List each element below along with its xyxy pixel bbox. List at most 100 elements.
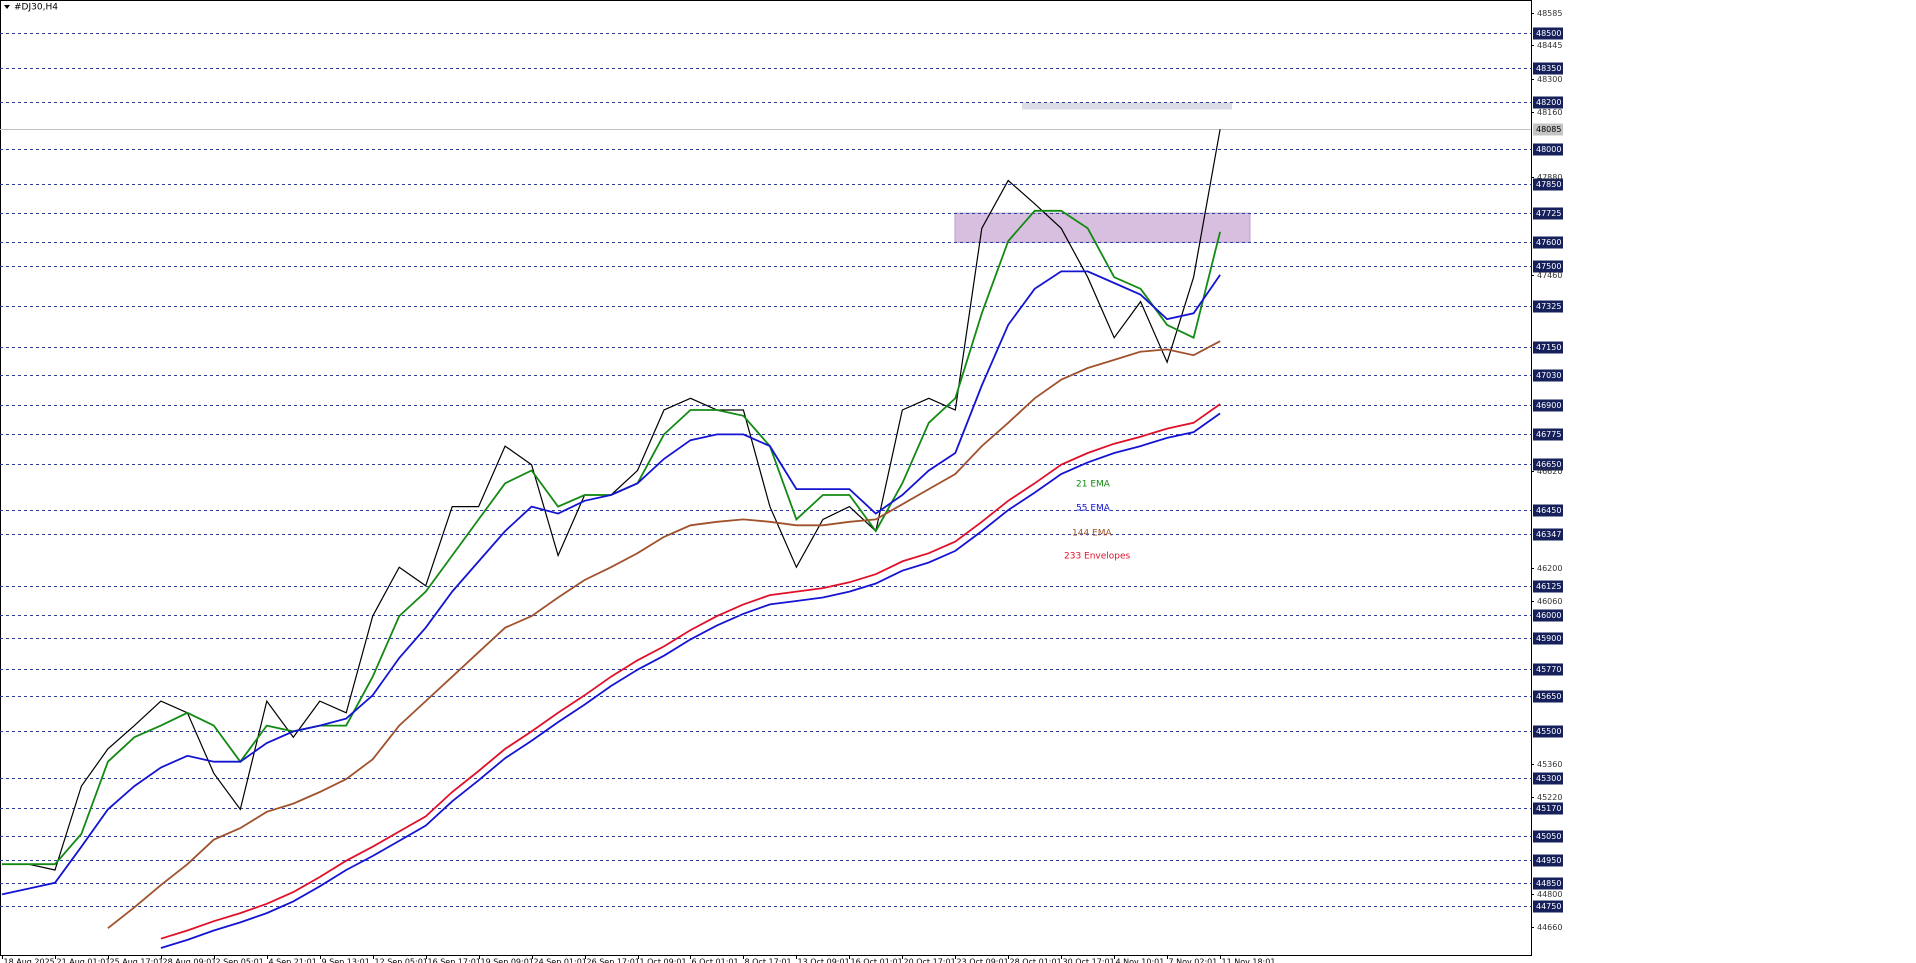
level-label: 45650 <box>1536 692 1561 701</box>
last-price-label: 48085 <box>1536 125 1561 134</box>
level-label-box <box>1533 458 1563 471</box>
x-tick-label: 9 Sep 13:01 <box>322 958 370 963</box>
level-label-box <box>1533 96 1563 109</box>
level-label: 44850 <box>1536 879 1561 888</box>
zone <box>1022 102 1232 110</box>
legend-entry: 55 EMA <box>1076 504 1111 514</box>
level-label: 45300 <box>1536 774 1561 783</box>
zone <box>954 212 1251 243</box>
level-label-box <box>1533 690 1563 703</box>
x-tick-label: 11 Nov 18:01 <box>1222 958 1276 963</box>
level-label: 47500 <box>1536 262 1561 271</box>
x-tick-label: 30 Oct 17:01 <box>1063 958 1115 963</box>
level-label: 44950 <box>1536 856 1561 865</box>
y-tick-label: 47880 <box>1537 173 1562 182</box>
level-label: 47850 <box>1536 180 1561 189</box>
level-label-box <box>1533 663 1563 676</box>
level-label: 44750 <box>1536 902 1561 911</box>
level-label-box <box>1533 143 1563 156</box>
level-label-box <box>1533 802 1563 815</box>
level-label-box <box>1533 207 1563 220</box>
level-label-box <box>1533 341 1563 354</box>
y-tick-label: 48585 <box>1537 9 1562 18</box>
x-tick-label: 28 Aug 09:01 <box>163 958 217 963</box>
level-label: 48350 <box>1536 64 1561 73</box>
x-tick-label: 7 Nov 02:01 <box>1169 958 1218 963</box>
level-label-box <box>1533 830 1563 843</box>
level-label: 46347 <box>1536 530 1561 539</box>
level-label-box <box>1533 900 1563 913</box>
x-tick-label: 28 Oct 01:01 <box>1010 958 1062 963</box>
level-label-box <box>1533 300 1563 313</box>
x-tick-label: 1 Oct 09:01 <box>640 958 687 963</box>
last-price-box <box>1533 123 1563 136</box>
level-label-box <box>1533 62 1563 75</box>
chart-title: #DJ30,H4 <box>14 3 58 13</box>
y-tick-label: 44800 <box>1537 890 1562 899</box>
level-label-box <box>1533 632 1563 645</box>
x-tick-label: 13 Oct 09:01 <box>798 958 850 963</box>
level-label: 46000 <box>1536 611 1561 620</box>
level-label-box <box>1533 725 1563 738</box>
indicator-line <box>160 403 1221 940</box>
level-label-box <box>1533 27 1563 40</box>
y-tick-label: 45220 <box>1537 793 1562 802</box>
x-tick-label: 6 Oct 01:01 <box>692 958 739 963</box>
x-tick-label: 21 Aug 01:01 <box>57 958 111 963</box>
y-tick-label: 46620 <box>1537 467 1562 476</box>
x-tick-label: 16 Sep 17:01 <box>428 958 481 963</box>
x-tick-label: 20 Oct 17:01 <box>904 958 956 963</box>
indicator-line <box>1 270 1221 896</box>
y-tick-label: 46060 <box>1537 597 1562 606</box>
x-tick-label: 4 Nov 10:01 <box>1116 958 1165 963</box>
level-label-box <box>1533 260 1563 273</box>
x-tick-label: 24 Sep 01:01 <box>534 958 587 963</box>
level-label: 45500 <box>1536 727 1561 736</box>
y-tick-label: 48300 <box>1537 75 1562 84</box>
y-tick-label: 48160 <box>1537 108 1562 117</box>
x-tick-label: 26 Sep 17:01 <box>587 958 640 963</box>
level-label-box <box>1533 369 1563 382</box>
level-label-box <box>1533 772 1563 785</box>
level-label: 47150 <box>1536 343 1561 352</box>
menu-arrow[interactable] <box>4 5 10 9</box>
y-tick-label: 47460 <box>1537 271 1562 280</box>
level-label-box <box>1533 580 1563 593</box>
level-label: 48500 <box>1536 29 1561 38</box>
level-label: 47725 <box>1536 209 1561 218</box>
x-tick-label: 23 Oct 09:01 <box>957 958 1009 963</box>
level-label: 46450 <box>1536 506 1561 515</box>
level-label-box <box>1533 504 1563 517</box>
level-label: 45170 <box>1536 804 1561 813</box>
level-label: 47600 <box>1536 238 1561 247</box>
legend-entry: 144 EMA <box>1072 529 1112 539</box>
x-tick-label: 8 Oct 17:01 <box>745 958 792 963</box>
level-label: 46125 <box>1536 582 1561 591</box>
x-tick-label: 12 Sep 05:01 <box>375 958 428 963</box>
level-label-box <box>1533 399 1563 412</box>
x-tick-label: 18 Aug 2025 <box>4 958 55 963</box>
level-label: 45770 <box>1536 665 1561 674</box>
y-tick-label: 44660 <box>1537 923 1562 932</box>
legend-entry: 233 Envelopes <box>1064 552 1131 562</box>
level-label: 45050 <box>1536 832 1561 841</box>
level-label-box <box>1533 236 1563 249</box>
level-label: 46650 <box>1536 460 1561 469</box>
level-label: 46900 <box>1536 401 1561 410</box>
legend: 21 EMA 55 EMA 144 EMA 233 Envelopes <box>1064 480 1131 562</box>
level-label-box <box>1533 877 1563 890</box>
level-label: 48000 <box>1536 145 1561 154</box>
level-label: 47325 <box>1536 302 1561 311</box>
level-label-box <box>1533 854 1563 867</box>
x-tick-label: 16 Oct 01:01 <box>851 958 903 963</box>
x-tick-label: 25 Aug 17:01 <box>110 958 164 963</box>
x-tick-label: 4 Sep 21:01 <box>269 958 317 963</box>
legend-entry: 21 EMA <box>1076 480 1111 490</box>
plot-frame <box>0 0 1532 956</box>
level-label-box <box>1533 528 1563 541</box>
level-label: 46775 <box>1536 430 1561 439</box>
level-label-box <box>1533 178 1563 191</box>
indicator-line <box>160 412 1221 949</box>
